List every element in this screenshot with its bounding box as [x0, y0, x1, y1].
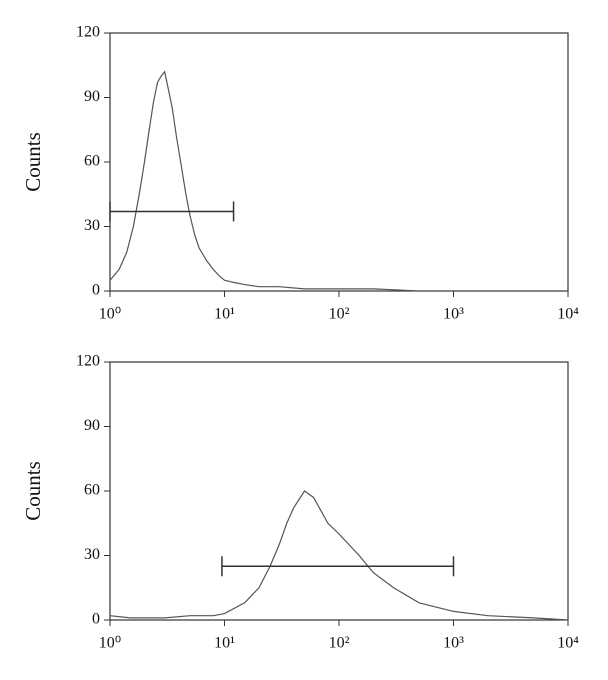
y-tick-label: 120 [76, 24, 100, 41]
x-tick-label: 10² [329, 306, 350, 323]
y-tick-label: 90 [84, 417, 100, 434]
y-tick-label: 60 [84, 482, 100, 499]
y-tick-label: 0 [92, 282, 100, 299]
x-tick-label: 10¹ [214, 635, 235, 652]
y-axis-label: Counts [21, 132, 45, 192]
histogram-line [109, 490, 569, 621]
x-tick-label: 10³ [443, 306, 464, 323]
x-tick-label: 10⁴ [557, 306, 579, 323]
y-axis-label: Counts [21, 461, 45, 521]
x-tick-label: 10⁴ [557, 635, 579, 652]
plot-frame [109, 32, 569, 292]
x-tick-label: 10¹ [214, 306, 235, 323]
x-tick-label: 10⁰ [99, 306, 121, 323]
histogram-line [109, 70, 568, 292]
y-tick-label: 0 [92, 611, 100, 628]
plot-frame [109, 361, 569, 621]
x-tick-label: 10⁰ [99, 635, 121, 652]
y-tick-label: 30 [84, 217, 100, 234]
x-tick-label: 10³ [443, 635, 464, 652]
y-tick-label: 90 [84, 88, 100, 105]
y-tick-label: 30 [84, 546, 100, 563]
y-tick-label: 60 [84, 153, 100, 170]
x-tick-label: 10² [329, 635, 350, 652]
y-tick-label: 120 [76, 353, 100, 370]
